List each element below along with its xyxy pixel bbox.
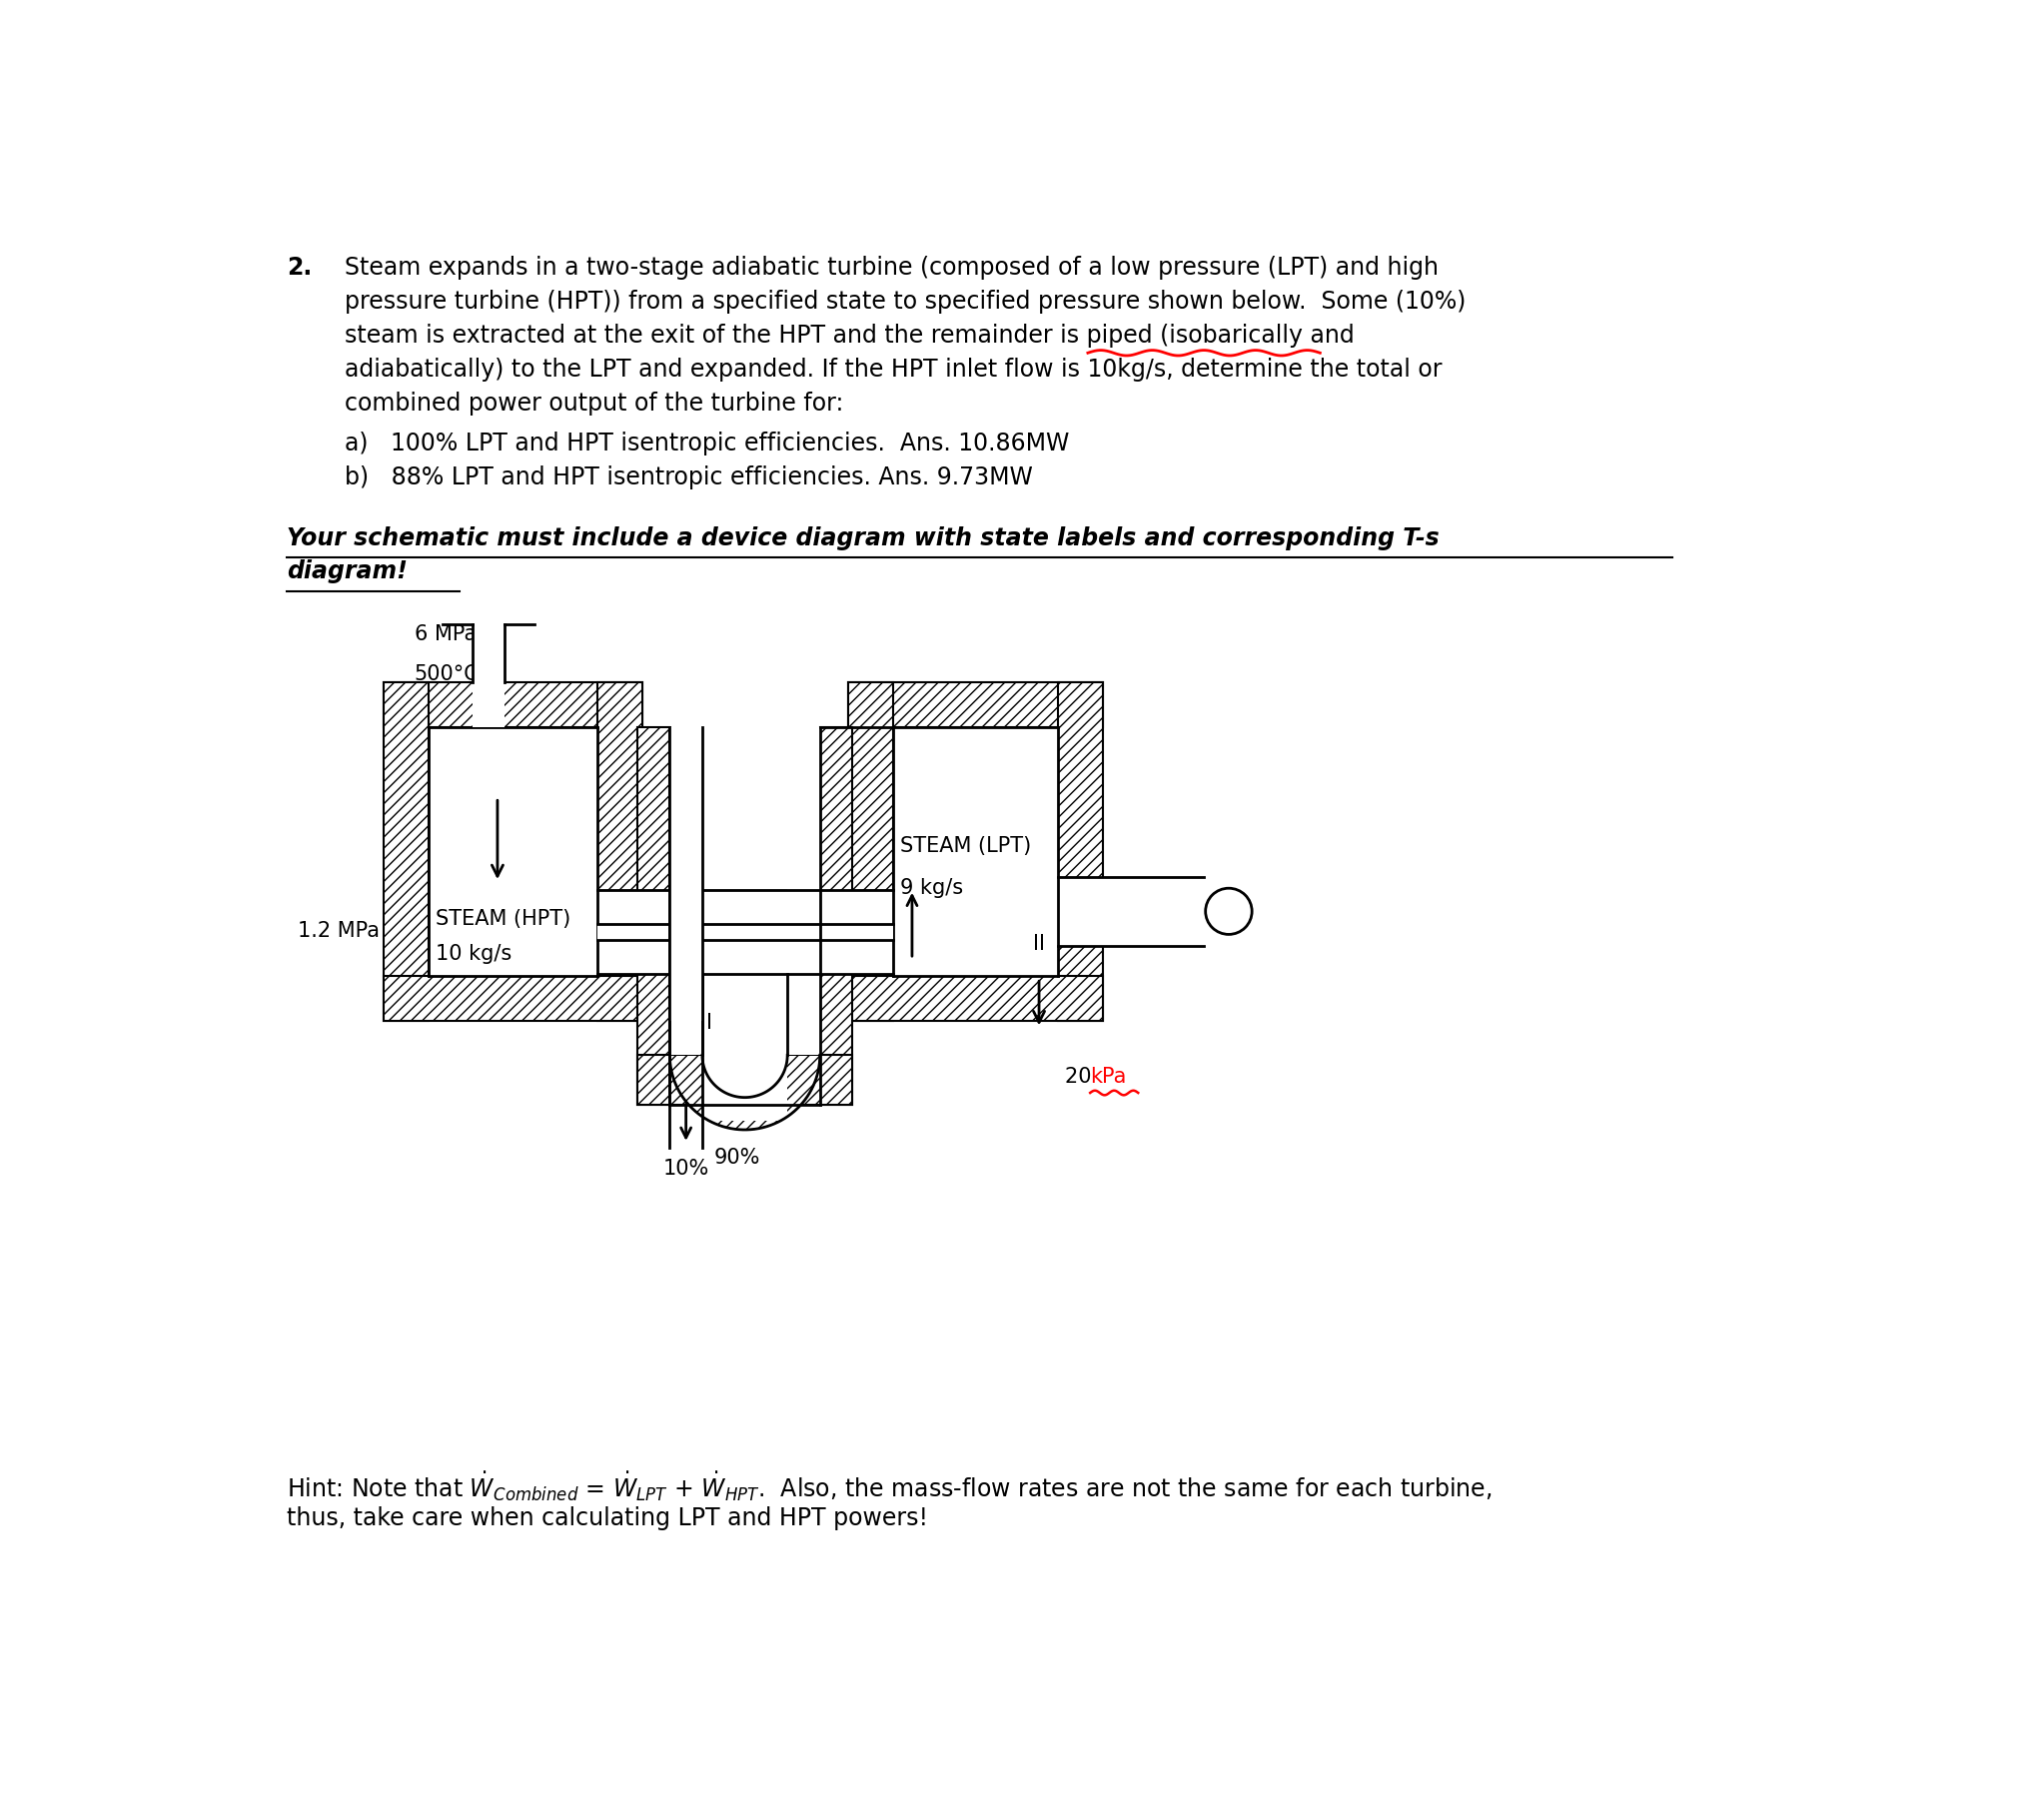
Polygon shape bbox=[597, 925, 893, 940]
Text: thus, take care when calculating LPT and HPT powers!: thus, take care when calculating LPT and… bbox=[286, 1507, 928, 1530]
Polygon shape bbox=[670, 974, 734, 1055]
Polygon shape bbox=[597, 889, 893, 925]
Polygon shape bbox=[670, 727, 703, 1021]
Text: STEAM (LPT): STEAM (LPT) bbox=[901, 835, 1032, 857]
Polygon shape bbox=[427, 727, 597, 976]
Text: Your schematic must include a device diagram with state labels and corresponding: Your schematic must include a device dia… bbox=[286, 526, 1439, 551]
Polygon shape bbox=[754, 974, 787, 1055]
Text: a)   100% LPT and HPT isentropic efficiencies.  Ans. 10.86MW: a) 100% LPT and HPT isentropic efficienc… bbox=[345, 432, 1069, 455]
Polygon shape bbox=[384, 976, 642, 1021]
Text: 20: 20 bbox=[1065, 1067, 1098, 1087]
Text: pressure turbine (HPT)) from a specified state to specified pressure shown below: pressure turbine (HPT)) from a specified… bbox=[345, 290, 1466, 313]
Text: 1.2 MPa: 1.2 MPa bbox=[298, 920, 380, 941]
Polygon shape bbox=[848, 682, 893, 1021]
Text: 6 MPa: 6 MPa bbox=[415, 625, 476, 644]
Text: 10 kg/s: 10 kg/s bbox=[435, 943, 513, 963]
Polygon shape bbox=[703, 974, 787, 1055]
Text: steam is extracted at the exit of the HPT and the remainder is piped (isobarical: steam is extracted at the exit of the HP… bbox=[345, 324, 1355, 347]
Text: Steam expands in a two-stage adiabatic turbine (composed of a low pressure (LPT): Steam expands in a two-stage adiabatic t… bbox=[345, 256, 1439, 281]
Polygon shape bbox=[820, 727, 852, 1105]
Polygon shape bbox=[1059, 877, 1204, 947]
Circle shape bbox=[1206, 887, 1251, 934]
Text: STEAM (HPT): STEAM (HPT) bbox=[435, 909, 570, 929]
Text: 2.: 2. bbox=[286, 256, 311, 281]
Text: diagram!: diagram! bbox=[286, 560, 407, 583]
Polygon shape bbox=[638, 727, 670, 1105]
Polygon shape bbox=[472, 625, 505, 727]
Text: II: II bbox=[1032, 934, 1044, 954]
Text: 9 kg/s: 9 kg/s bbox=[901, 878, 963, 898]
Polygon shape bbox=[670, 1055, 820, 1130]
Text: combined power output of the turbine for:: combined power output of the turbine for… bbox=[345, 391, 844, 416]
Polygon shape bbox=[703, 974, 734, 1055]
Polygon shape bbox=[670, 727, 703, 1055]
Polygon shape bbox=[754, 974, 820, 1055]
Polygon shape bbox=[787, 727, 820, 1055]
Text: I: I bbox=[707, 1013, 711, 1033]
Polygon shape bbox=[597, 682, 642, 1021]
Polygon shape bbox=[384, 682, 642, 727]
Polygon shape bbox=[848, 976, 1104, 1021]
Polygon shape bbox=[703, 1055, 787, 1098]
Polygon shape bbox=[848, 682, 1104, 727]
Polygon shape bbox=[384, 682, 427, 1021]
Text: kPa: kPa bbox=[1089, 1067, 1126, 1087]
Text: 10%: 10% bbox=[662, 1159, 709, 1179]
Text: 90%: 90% bbox=[713, 1147, 760, 1168]
Text: adiabatically) to the LPT and expanded. If the HPT inlet flow is 10kg/s, determi: adiabatically) to the LPT and expanded. … bbox=[345, 358, 1441, 382]
Polygon shape bbox=[893, 727, 1059, 976]
Polygon shape bbox=[638, 1055, 852, 1105]
Text: 500°C: 500°C bbox=[415, 664, 478, 684]
Polygon shape bbox=[597, 940, 893, 974]
Text: b)   88% LPT and HPT isentropic efficiencies. Ans. 9.73MW: b) 88% LPT and HPT isentropic efficienci… bbox=[345, 464, 1032, 490]
Polygon shape bbox=[703, 1055, 787, 1121]
Text: Hint: Note that $\dot{W}_{Combined}$ = $\dot{W}_{LPT}$ + $\dot{W}_{HPT}$.  Also,: Hint: Note that $\dot{W}_{Combined}$ = $… bbox=[286, 1471, 1492, 1503]
Polygon shape bbox=[597, 889, 893, 974]
Polygon shape bbox=[1059, 682, 1104, 1021]
